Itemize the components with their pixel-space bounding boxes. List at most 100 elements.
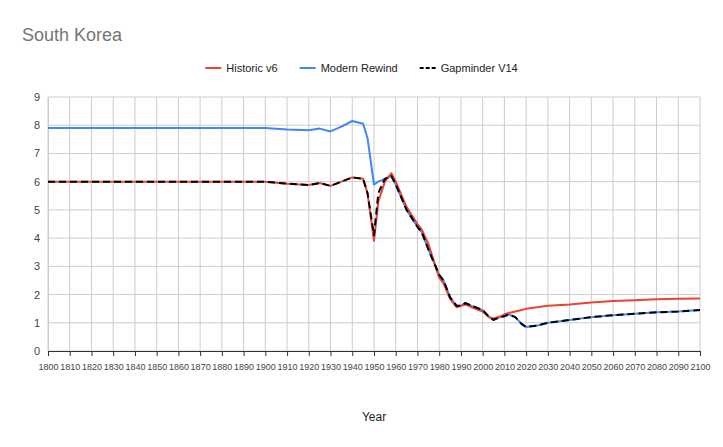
tick-label: 2100 xyxy=(690,362,710,372)
legend: Historic v6Modern RewindGapminder V14 xyxy=(205,62,517,74)
y-axis: 0123456789 xyxy=(34,91,49,357)
tick-label: 2050 xyxy=(582,362,602,372)
tick-mark xyxy=(396,351,397,356)
legend-swatch xyxy=(205,67,221,69)
tick: 1840 xyxy=(125,351,145,372)
background xyxy=(0,0,723,447)
tick: 1820 xyxy=(82,351,102,372)
tick: 2090 xyxy=(669,351,689,372)
axis-line xyxy=(49,352,701,357)
tick-label: 2000 xyxy=(473,362,493,372)
tick-label: 2020 xyxy=(517,362,537,372)
tick: 1860 xyxy=(169,351,189,372)
tick-label: 2030 xyxy=(538,362,558,372)
series-line xyxy=(48,121,700,327)
tick: 1940 xyxy=(343,351,363,372)
tick-mark xyxy=(657,351,658,356)
tick: 1890 xyxy=(234,351,254,372)
tick: 1970 xyxy=(408,351,428,372)
tick-mark xyxy=(374,351,375,356)
grid-line xyxy=(91,97,92,351)
tick: 2050 xyxy=(582,351,602,372)
tick-mark xyxy=(113,351,114,356)
tick-mark xyxy=(265,351,266,356)
legend-item: Modern Rewind xyxy=(300,62,398,74)
x-axis: 1800181018201830184018501860187018801890… xyxy=(38,351,710,372)
tick: 1800 xyxy=(38,351,58,372)
tick-label: 1820 xyxy=(82,362,102,372)
tick-label: 1940 xyxy=(343,362,363,372)
tick-label: 1990 xyxy=(451,362,471,372)
grid-line xyxy=(200,97,201,351)
grid-line xyxy=(352,97,353,351)
tick-mark xyxy=(48,351,49,356)
grid-line xyxy=(134,97,135,351)
tick: 1910 xyxy=(278,351,298,372)
grid-line xyxy=(569,97,570,351)
tick-label: 2090 xyxy=(669,362,689,372)
tick-mark xyxy=(417,351,418,356)
grid-line xyxy=(265,97,266,351)
tick-label: 0 xyxy=(34,345,40,357)
tick-label: 2040 xyxy=(560,362,580,372)
tick: 1870 xyxy=(191,351,211,372)
tick-label: 1840 xyxy=(125,362,145,372)
tick-mark xyxy=(178,351,179,356)
series-line xyxy=(48,173,700,318)
tick-mark xyxy=(331,351,332,356)
tick: 0 xyxy=(34,345,48,357)
grid-line xyxy=(48,97,49,351)
tick-label: 1810 xyxy=(60,362,80,372)
tick-label: 1850 xyxy=(147,362,167,372)
tick: 6 xyxy=(34,176,48,188)
tick: 1900 xyxy=(256,351,276,372)
tick-label: 1800 xyxy=(38,362,58,372)
grid-line xyxy=(330,97,331,351)
grid-line xyxy=(156,97,157,351)
tick-label: 2010 xyxy=(495,362,515,372)
tick: 2030 xyxy=(538,351,558,372)
tick-mark xyxy=(570,351,571,356)
tick-mark xyxy=(200,351,201,356)
grid-line xyxy=(613,97,614,351)
tick: 9 xyxy=(34,91,48,103)
tick: 2020 xyxy=(517,351,537,372)
tick-label: 5 xyxy=(34,204,40,216)
tick: 2010 xyxy=(495,351,515,372)
tick-label: 1980 xyxy=(430,362,450,372)
tick: 2 xyxy=(34,289,48,301)
tick-label: 6 xyxy=(34,176,40,188)
grid-line xyxy=(460,97,461,351)
tick: 1980 xyxy=(430,351,450,372)
grid-line xyxy=(221,97,222,351)
tick-mark xyxy=(526,351,527,356)
tick-mark xyxy=(700,351,701,356)
grid-line xyxy=(308,97,309,351)
tick: 1810 xyxy=(60,351,80,372)
legend-item: Historic v6 xyxy=(205,62,277,74)
tick-mark xyxy=(222,351,223,356)
tick-mark xyxy=(70,351,71,356)
grid-line xyxy=(178,97,179,351)
tick-label: 3 xyxy=(34,260,40,272)
tick-mark xyxy=(287,351,288,356)
grid-line xyxy=(243,97,244,351)
tick-label: 1970 xyxy=(408,362,428,372)
tick-label: 1910 xyxy=(278,362,298,372)
legend-label: Historic v6 xyxy=(226,62,277,74)
tick-mark xyxy=(439,351,440,356)
tick: 2070 xyxy=(625,351,645,372)
tick-label: 1900 xyxy=(256,362,276,372)
tick-mark xyxy=(461,351,462,356)
tick-label: 1 xyxy=(34,317,40,329)
tick-mark xyxy=(635,351,636,356)
tick: 3 xyxy=(34,260,48,272)
tick: 7 xyxy=(34,147,48,159)
grid-line xyxy=(591,97,592,351)
legend-label: Modern Rewind xyxy=(321,62,398,74)
tick: 1960 xyxy=(386,351,406,372)
tick-mark xyxy=(352,351,353,356)
tick: 1930 xyxy=(321,351,341,372)
tick-mark xyxy=(548,351,549,356)
tick-label: 9 xyxy=(34,91,40,103)
